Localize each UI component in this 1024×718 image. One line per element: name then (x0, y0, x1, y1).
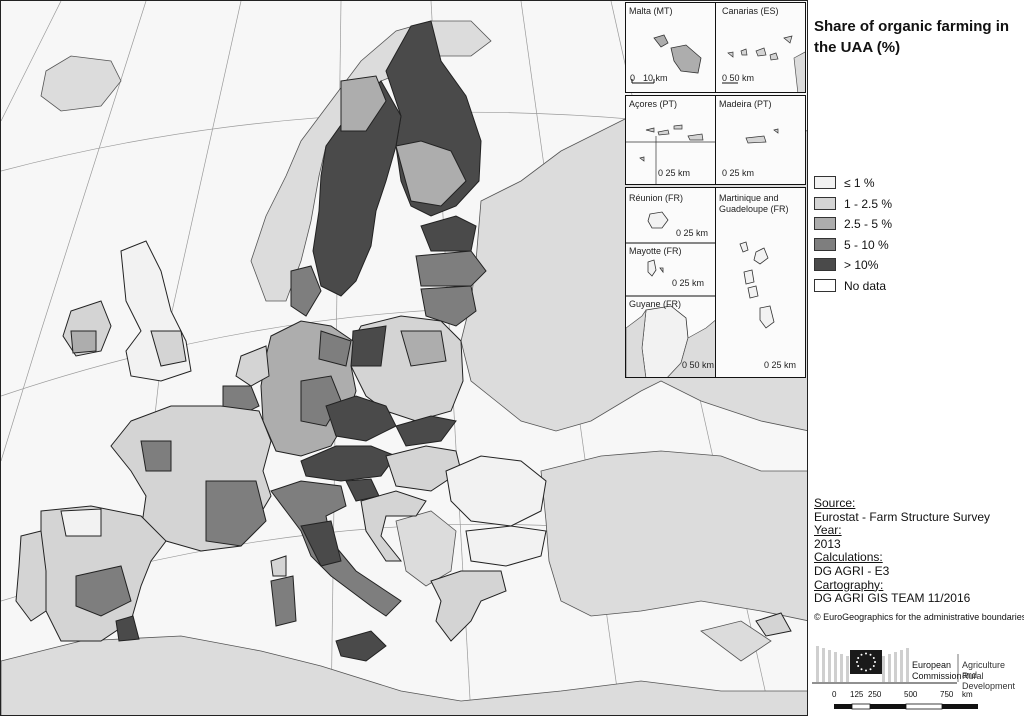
legend-label: 1 - 2.5 % (844, 196, 893, 211)
inset-canarias: Canarias (ES) 0 50 km (715, 2, 806, 93)
scalebar-unit: km (962, 690, 973, 699)
inset-reunion-scale: 0 25 km (676, 228, 709, 238)
scalebar-tick-label: 0 (832, 690, 837, 699)
inset-malta: Malta (MT) 0 10 km (625, 2, 717, 93)
inset-acores-scale: 0 25 km (658, 168, 691, 178)
inset-madeira-scale: 0 25 km (722, 168, 755, 178)
madeira-shape (745, 128, 779, 144)
region-latvia (415, 250, 487, 287)
inset-left-column: Réunion (FR) 0 25 km Mayotte (FR) 0 25 k… (625, 187, 717, 378)
source-value: Eurostat - Farm Structure Survey (814, 509, 991, 524)
inset-reunion-label: Réunion (FR) (629, 193, 684, 203)
scalebar-graphic (834, 703, 978, 710)
inset-malta-scale: 10 km (643, 73, 668, 83)
legend-title-line-1: Share of organic farming in (814, 18, 1010, 35)
malta-shape (631, 34, 702, 84)
info-block: Source: Eurostat - Farm Structure Survey… (814, 496, 1024, 606)
legend-title-line-2: the UAA (%) (814, 39, 901, 56)
side-panel: Share of organic farming in the UAA (%) … (808, 0, 1024, 718)
region-cyprus (755, 612, 792, 637)
region-austria (300, 445, 397, 482)
inset-canarias-scale: 0 50 km (722, 73, 755, 83)
inset-martinique: Martinique and Guadeloupe (FR) 0 25 km (715, 187, 806, 378)
inset-madeira: Madeira (PT) 0 25 km (715, 95, 806, 185)
legend-label: 2.5 - 5 % (844, 217, 893, 231)
legend-swatch (814, 176, 836, 189)
inset-guyane-scale: 0 50 km (682, 360, 715, 370)
left-column-shapes (626, 211, 716, 377)
legend-swatch (814, 237, 836, 251)
european-commission-logo: European Commission Agriculture and Rura… (812, 640, 1022, 691)
inset-acores-label: Açores (PT) (629, 99, 678, 109)
scalebar-tick-label: 125 (850, 690, 864, 699)
inset-canarias-label: Canarias (ES) (722, 6, 779, 16)
copyright-text: © EuroGeographics for the administrative… (814, 612, 1024, 622)
region-denmark (290, 265, 322, 317)
legend-label: ≤ 1 % (844, 176, 875, 190)
ec-logo-line-1: European (912, 660, 952, 670)
region-bulgaria (465, 525, 547, 567)
legend-swatch (814, 217, 836, 230)
inset-mayotte-label: Mayotte (FR) (629, 246, 682, 256)
region-corsica (270, 555, 287, 577)
eu-regions (15, 20, 792, 662)
scalebar: 0 125 250 500 750 km (830, 690, 1000, 716)
cartography-header: Cartography: (814, 577, 884, 592)
legend-swatch (814, 278, 836, 292)
legend-swatch (814, 258, 836, 271)
year-header: Year: (814, 523, 842, 538)
inset-malta-label: Malta (MT) (629, 6, 673, 16)
ec-logo-line-2: Commission (912, 671, 962, 681)
region-lithuania (420, 285, 477, 327)
inset-acores: Açores (PT) 0 25 km (625, 95, 717, 185)
calculations-value: DG AGRI - E3 (814, 563, 890, 578)
inset-martinique-label-1: Martinique and (719, 193, 779, 203)
acores-shape (626, 124, 716, 184)
calculations-header: Calculations: (814, 550, 883, 565)
source-header: Source: (814, 496, 856, 510)
inset-guyane-label: Guyane (FR) (629, 299, 682, 309)
inset-madeira-label: Madeira (PT) (719, 99, 772, 109)
martinique-shape (739, 241, 775, 329)
insets-panel: Malta (MT) 0 10 km Canarias (ES) (625, 2, 806, 378)
inset-mayotte-scale: 0 25 km (672, 278, 705, 288)
region-sicily (335, 630, 387, 662)
cartography-value: DG AGRI GIS TEAM 11/2016 (814, 591, 971, 606)
region-croatia (360, 490, 427, 562)
canarias-shape (722, 35, 805, 92)
ec-logo-graphic (812, 646, 959, 684)
region-estonia (420, 215, 477, 252)
inset-malta-scale-zero: 0 (630, 73, 636, 83)
scalebar-tick-label: 250 (868, 690, 882, 699)
main-map: Malta (MT) 0 10 km Canarias (ES) (0, 0, 808, 716)
region-portugal (15, 530, 47, 622)
ec-dept-line-2: Rural Development (962, 671, 1016, 691)
legend-swatch (814, 196, 836, 210)
region-romania (445, 455, 547, 527)
region-slovakia (395, 415, 457, 447)
scalebar-tick-label: 500 (904, 690, 918, 699)
region-sweden (312, 80, 402, 297)
year-value: 2013 (814, 536, 841, 551)
scalebar-tick-label: 750 (940, 690, 954, 699)
ec-dept-line-1: Agriculture and (962, 660, 1006, 680)
inset-martinique-scale: 0 25 km (764, 360, 797, 370)
legend-label: No data (844, 278, 887, 293)
region-greece (430, 570, 507, 642)
legend-title: Share of organic farming in the UAA (%) (814, 16, 1019, 58)
inset-martinique-label-2: Guadeloupe (FR) (719, 204, 789, 214)
legend-label: 5 - 10 % (844, 237, 889, 252)
region-sardinia (270, 575, 297, 627)
region-netherlands (235, 345, 270, 387)
legend-label: > 10% (844, 258, 879, 272)
